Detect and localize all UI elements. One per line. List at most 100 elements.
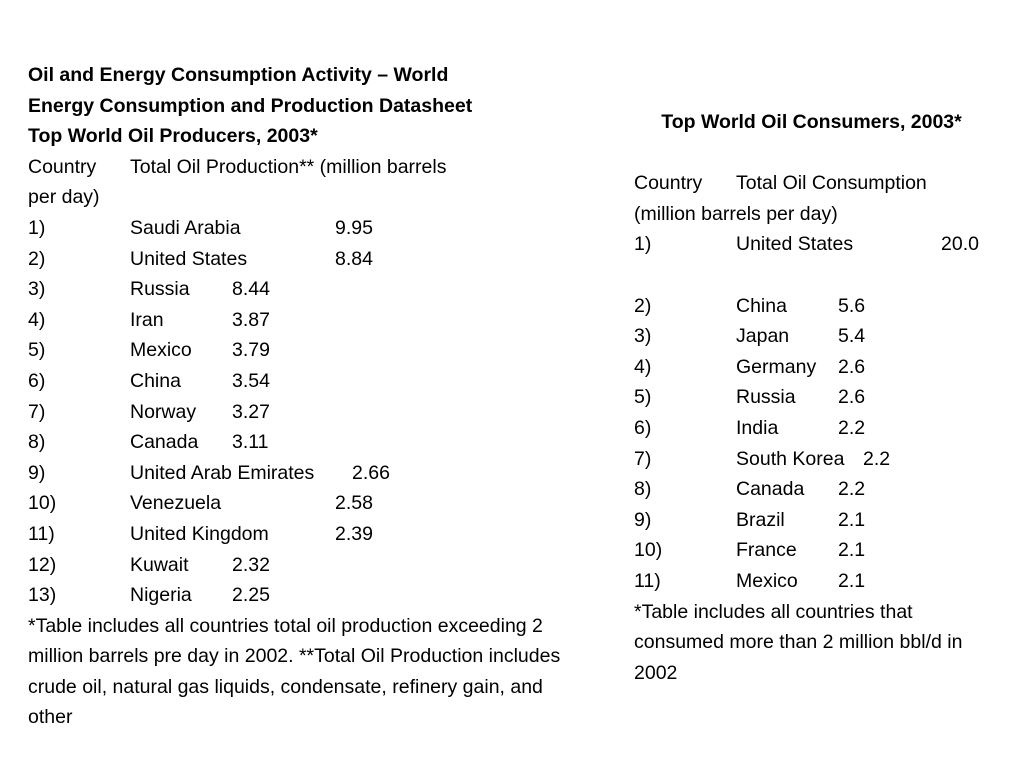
consumers-country: Germany [736, 355, 817, 378]
consumers-value: 2.1 [838, 539, 866, 562]
producers-value: 3.79 [232, 339, 270, 362]
producers-rank: 5) [28, 339, 46, 362]
producers-country: Canada [130, 431, 199, 454]
consumers-row: 3) Japan 5.4 [634, 321, 1014, 352]
consumers-row: 9) Brazil 2.1 [634, 505, 1014, 536]
producers-country: Saudi Arabia [130, 216, 241, 239]
consumers-footnote: *Table includes all countries that consu… [634, 600, 963, 684]
consumers-title: Top World Oil Consumers, 2003* [661, 111, 962, 133]
producers-value: 8.84 [335, 247, 373, 270]
producers-country: Nigeria [130, 584, 192, 607]
consumers-header-country: Country [634, 172, 703, 195]
document-title-line1: Oil and Energy Consumption Activity – Wo… [28, 64, 449, 86]
consumers-country: South Korea [736, 447, 845, 470]
producers-value: 2.32 [232, 553, 270, 576]
producers-row: 2) United States 8.84 [28, 244, 568, 275]
producers-value: 3.54 [232, 369, 270, 392]
producers-rank: 1) [28, 216, 46, 239]
producers-country: Kuwait [130, 553, 189, 576]
consumers-rank: 9) [634, 508, 652, 531]
producers-row: 13) Nigeria 2.25 [28, 580, 568, 611]
consumers-rank: 4) [634, 355, 652, 378]
consumers-country: China [736, 294, 787, 317]
consumers-row: 11) Mexico 2.1 [634, 566, 1014, 597]
consumers-rank: 5) [634, 386, 652, 409]
producers-country: China [130, 369, 181, 392]
consumers-value: 5.6 [838, 294, 866, 317]
producers-header-row: Country Total Oil Production** (million … [28, 152, 568, 183]
consumers-country: Canada [736, 478, 805, 501]
producers-country: Venezuela [130, 492, 222, 515]
producers-row: 4) Iran 3.87 [28, 305, 568, 336]
producers-value: 3.11 [232, 431, 269, 454]
consumers-row: 5) Russia 2.6 [634, 382, 1014, 413]
consumers-value: 5.4 [838, 325, 866, 348]
producers-row: 11) United Kingdom 2.39 [28, 519, 568, 550]
producers-row: 6) China 3.54 [28, 366, 568, 397]
producers-section: Oil and Energy Consumption Activity – Wo… [28, 60, 568, 733]
producers-value: 9.95 [335, 216, 373, 239]
producers-country: United States [130, 247, 248, 270]
producers-value: 3.87 [232, 308, 270, 331]
producers-row: 7) Norway 3.27 [28, 397, 568, 428]
producers-row: 9) United Arab Emirates 2.66 [28, 458, 568, 489]
producers-row: 8) Canada 3.11 [28, 427, 568, 458]
producers-value: 2.66 [352, 461, 390, 484]
consumers-country: Brazil [736, 508, 785, 531]
producers-country: United Arab Emirates [130, 461, 315, 484]
consumers-rank: 8) [634, 478, 652, 501]
consumers-row: 10) France 2.1 [634, 535, 1014, 566]
producers-row: 10) Venezuela 2.58 [28, 488, 568, 519]
producers-rank: 7) [28, 400, 46, 423]
producers-rank: 8) [28, 431, 46, 454]
consumers-rank: 6) [634, 416, 652, 439]
producers-table: 1) Saudi Arabia 9.95 2) United States 8.84 3) R… [28, 213, 568, 611]
consumers-header-row: Country Total Oil Consumption [634, 168, 1014, 199]
producers-row: 1) Saudi Arabia 9.95 [28, 213, 568, 244]
producers-rank: 6) [28, 369, 46, 392]
producers-header-value: Total Oil Production** (million barrels [130, 155, 447, 178]
consumers-value: 2.6 [838, 386, 866, 409]
consumers-country: Mexico [736, 569, 798, 592]
producers-country: United Kingdom [130, 522, 269, 545]
consumers-country: United States [736, 233, 854, 256]
consumers-row: 8) Canada 2.2 [634, 474, 1014, 505]
consumers-value: 20.0 [941, 233, 979, 256]
consumers-rank: 11) [634, 569, 661, 592]
producers-value: 2.39 [335, 522, 373, 545]
consumers-row: 1) United States 20.0 [634, 229, 1014, 260]
consumers-row: 4) Germany 2.6 [634, 352, 1014, 383]
consumers-country: India [736, 416, 779, 439]
producers-rank: 13) [28, 584, 57, 607]
producers-footnote: *Table includes all countries total oil … [28, 614, 561, 729]
consumers-header-value-cont: (million barrels per day) [634, 202, 838, 225]
producers-rank: 2) [28, 247, 46, 270]
producers-country: Norway [130, 400, 197, 423]
producers-rank: 11) [28, 522, 55, 545]
consumers-value: 2.6 [838, 355, 866, 378]
consumers-rank: 7) [634, 447, 652, 470]
producers-rank: 4) [28, 308, 46, 331]
consumers-section: Top World Oil Consumers, 2003* Country T… [634, 107, 1014, 688]
producers-value: 2.58 [335, 492, 373, 515]
producers-title: Top World Oil Producers, 2003* [28, 125, 318, 148]
consumers-country: France [736, 539, 797, 562]
producers-row: 3) Russia 8.44 [28, 274, 568, 305]
producers-row: 5) Mexico 3.79 [28, 335, 568, 366]
consumers-rank: 10) [634, 539, 663, 562]
producers-value: 3.27 [232, 400, 270, 423]
producers-rank: 9) [28, 461, 46, 484]
consumers-header-value: Total Oil Consumption [736, 172, 927, 195]
consumers-value: 2.1 [838, 569, 866, 592]
consumers-row: 6) India 2.2 [634, 413, 1014, 444]
consumers-row: 2) China 5.6 [634, 291, 1014, 322]
consumers-rank: 3) [634, 325, 652, 348]
producers-value: 2.25 [232, 584, 270, 607]
consumers-value: 2.2 [838, 416, 866, 439]
consumers-rank: 2) [634, 294, 652, 317]
consumers-row: 7) South Korea 2.2 [634, 444, 1014, 475]
consumers-value: 2.2 [838, 478, 866, 501]
consumers-table: 1) United States 20.0 2) China 5.6 3) Japan 5.4 4… [634, 229, 1014, 596]
consumers-country: Japan [736, 325, 790, 348]
producers-rank: 3) [28, 278, 46, 301]
